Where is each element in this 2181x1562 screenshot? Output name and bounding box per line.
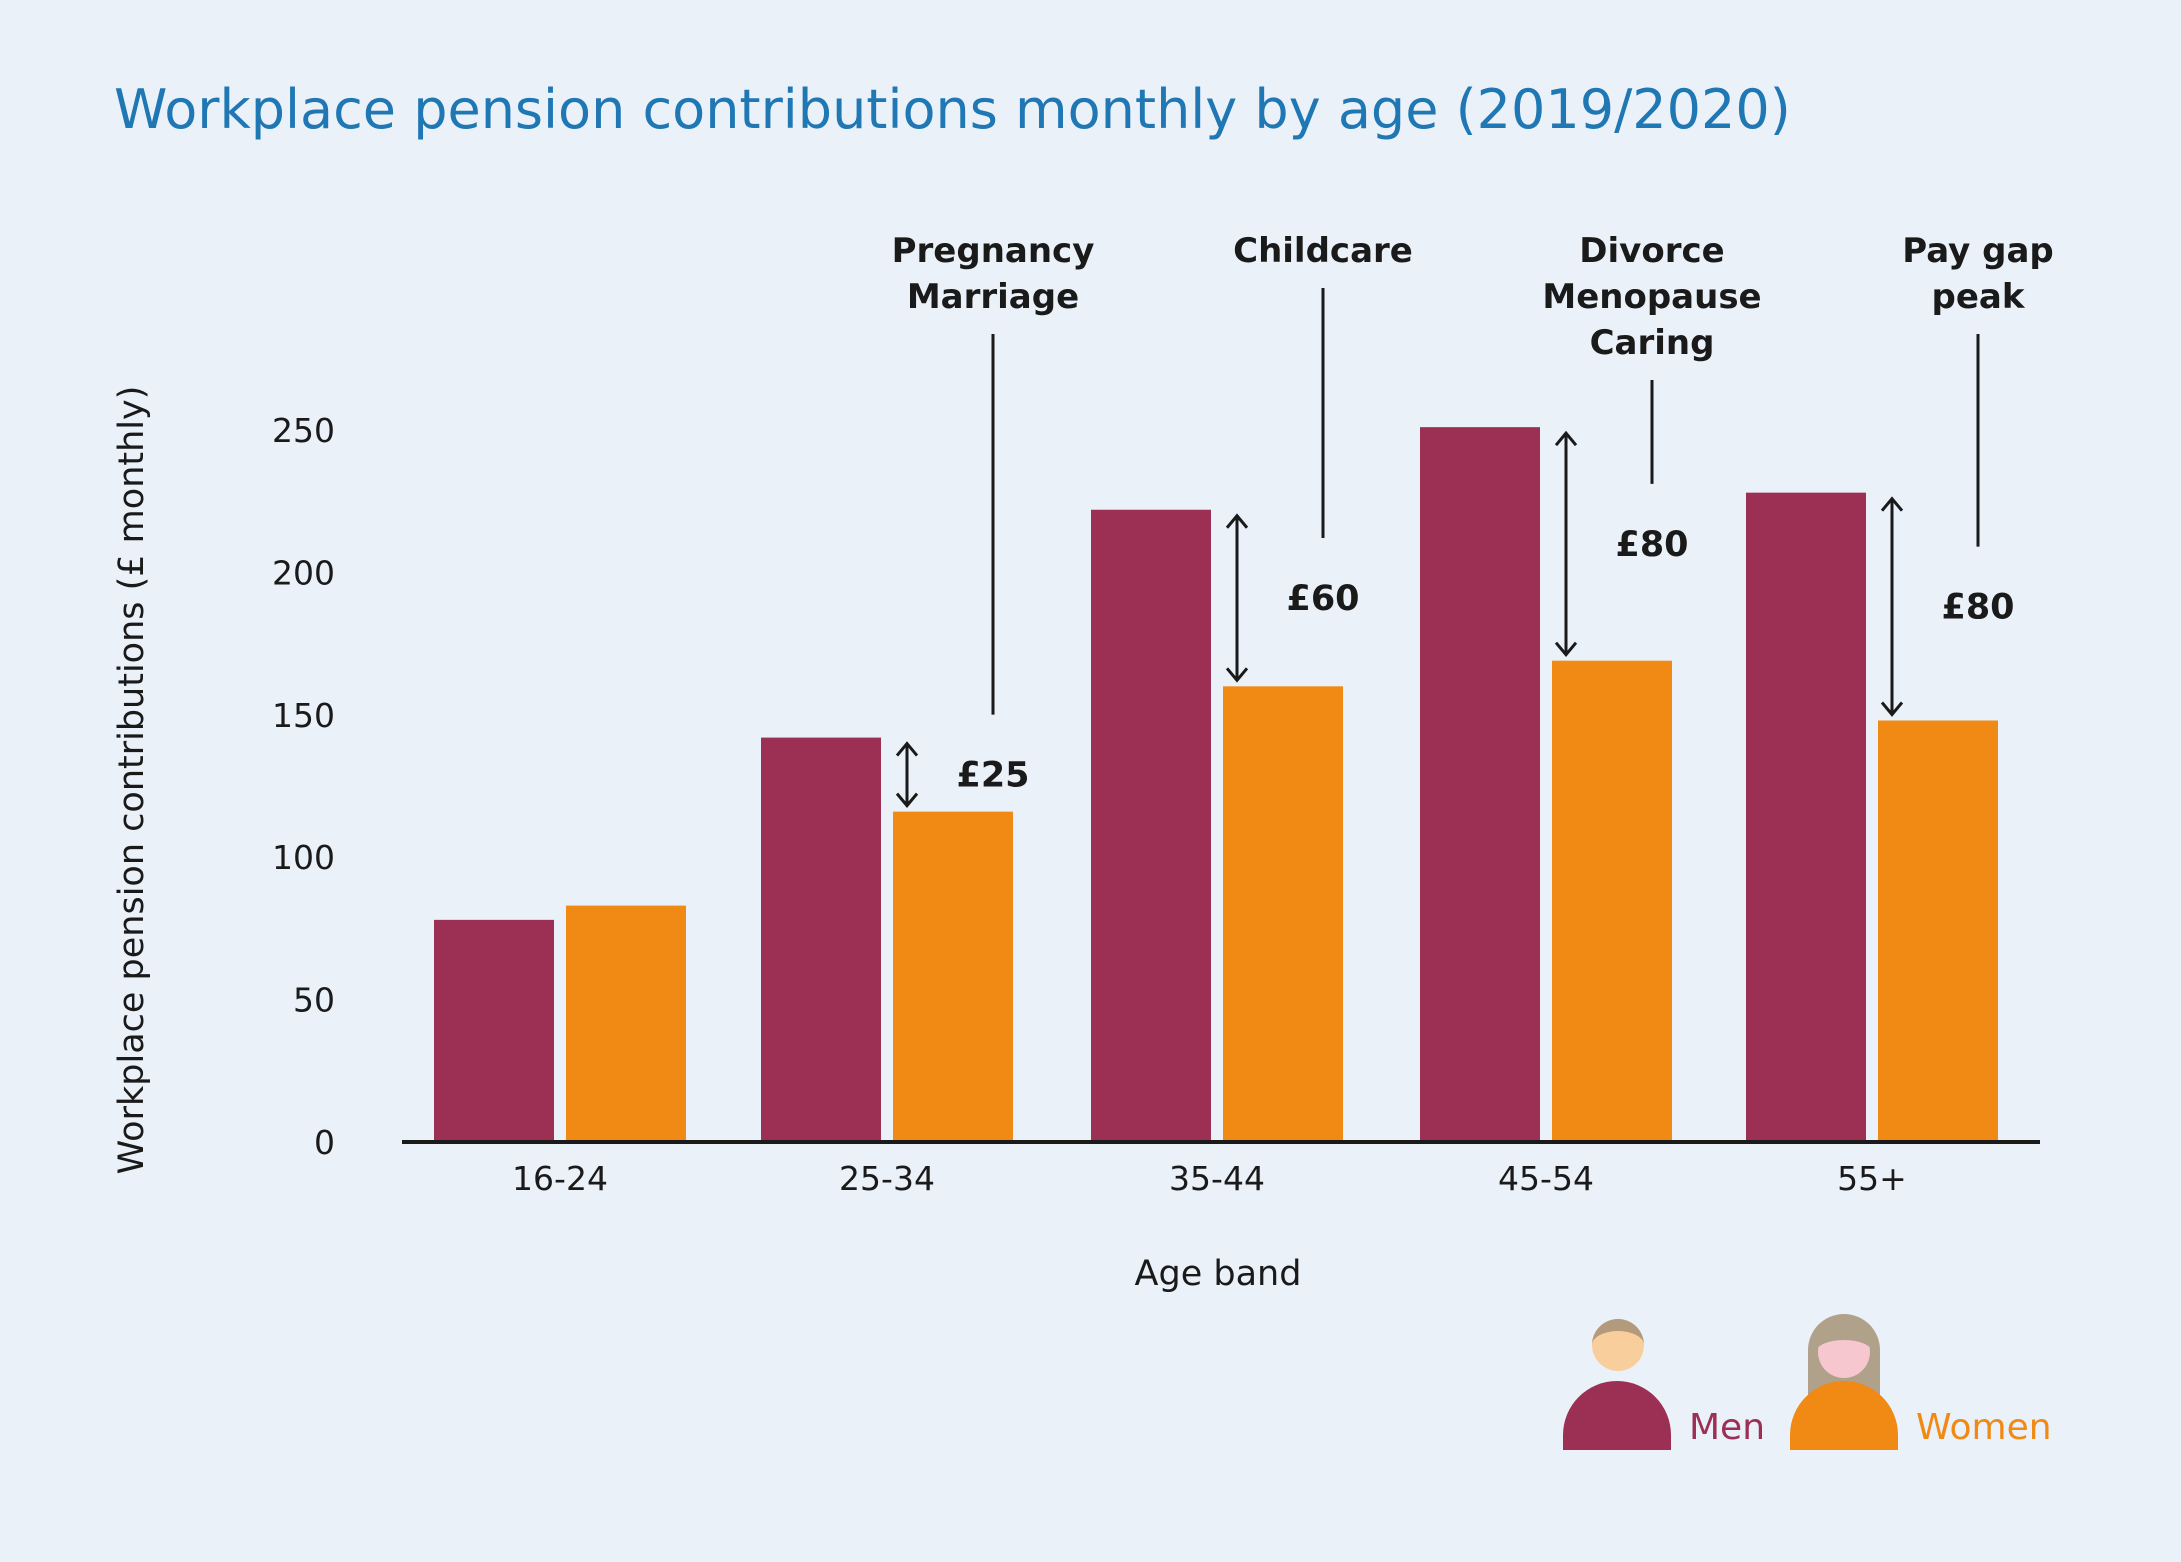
bar-men-35-44: [1091, 509, 1211, 1142]
bar-men-25-34: [761, 737, 881, 1142]
bar-women-16-24: [566, 905, 686, 1142]
annotation-25-34: Pregnancy Marriage £25: [892, 231, 1095, 808]
chart-title: Workplace pension contributions monthly …: [114, 78, 1791, 141]
annotation-label: Marriage: [907, 277, 1079, 317]
annotation-label: Pregnancy: [892, 231, 1095, 271]
annotation-label: Childcare: [1233, 231, 1413, 271]
y-tick-label: 100: [272, 838, 335, 877]
annotation-45-54: Divorce Menopause Caring £80: [1542, 231, 1762, 658]
gap-arrow-head-bottom: [1554, 641, 1578, 658]
bar-women-35-44: [1223, 686, 1343, 1142]
bar-men-55+: [1746, 492, 1866, 1142]
legend: Men Women: [1563, 1314, 2052, 1450]
annotation-label: Pay gap: [1902, 231, 2054, 271]
x-tick-label: 16-24: [512, 1159, 608, 1198]
annotation-55+: Pay gap peak £80: [1880, 231, 2054, 717]
x-tick-label: 55+: [1837, 1159, 1907, 1198]
y-tick-label: 250: [272, 411, 335, 450]
gap-arrow-head-bottom: [1880, 701, 1904, 717]
woman-avatar-icon: [1790, 1314, 1898, 1450]
legend-label-men: Men: [1689, 1407, 1765, 1448]
annotation-label: peak: [1932, 277, 2026, 317]
annotation-label: Menopause: [1542, 277, 1761, 317]
gap-arrow-head-top: [1225, 513, 1249, 529]
gap-arrow-head-top: [895, 741, 919, 757]
bar-women-55+: [1878, 720, 1998, 1142]
gap-arrow-head-top: [1880, 496, 1904, 512]
x-tick-label: 35-44: [1169, 1159, 1265, 1198]
bar-men-16-24: [434, 919, 554, 1142]
x-tick-label: 25-34: [839, 1159, 935, 1198]
y-axis-ticks: 0 50 100 150 200 250: [272, 411, 335, 1162]
bar-women-45-54: [1552, 660, 1672, 1142]
annotations: Pregnancy Marriage £25 Childcare £60 Divorce M…: [892, 231, 2054, 808]
y-axis-label: Workplace pension contributions (£ month…: [112, 386, 152, 1175]
bar-men-45-54: [1420, 427, 1540, 1143]
gap-label: £80: [1941, 588, 2014, 628]
gap-arrow-head-top: [1554, 430, 1578, 447]
gap-arrow-head-bottom: [1225, 667, 1249, 683]
x-tick-label: 45-54: [1498, 1159, 1594, 1198]
y-tick-label: 150: [272, 696, 335, 735]
legend-label-women: Women: [1916, 1407, 2052, 1448]
annotation-label: Caring: [1590, 323, 1715, 363]
bar-women-25-34: [893, 811, 1013, 1142]
gap-arrow-head-bottom: [895, 792, 919, 808]
annotation-label: Divorce: [1579, 231, 1724, 271]
gap-label: £25: [956, 756, 1029, 796]
gap-label: £80: [1615, 525, 1688, 565]
x-axis-ticks: 16-24 25-34 35-44 45-54 55+: [512, 1159, 1907, 1198]
bars: [434, 427, 1998, 1143]
annotation-35-44: Childcare £60: [1225, 231, 1413, 683]
x-axis-label: Age band: [1135, 1254, 1302, 1294]
y-tick-label: 50: [293, 981, 335, 1020]
man-avatar-icon: [1563, 1319, 1671, 1450]
gap-label: £60: [1286, 579, 1359, 619]
y-tick-label: 0: [314, 1123, 335, 1162]
y-tick-label: 200: [272, 553, 335, 592]
